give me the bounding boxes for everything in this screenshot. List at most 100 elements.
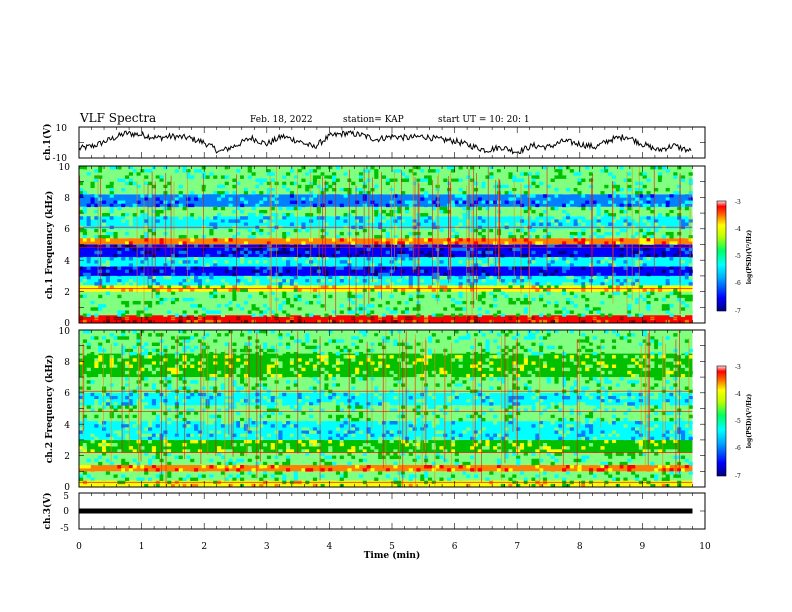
spectrogram-cell (615, 263, 620, 267)
spectrogram-cell (508, 421, 513, 425)
spectrogram-cell (669, 231, 674, 236)
spectrogram-cell (462, 330, 467, 334)
spectrogram-cell (339, 342, 344, 346)
spectrogram-cell (251, 257, 256, 261)
spectrogram-cell (481, 275, 486, 280)
spectrogram-cell (654, 395, 659, 400)
spectrogram-cell (654, 219, 659, 223)
spectrogram-cell (105, 272, 110, 277)
spectrogram-cell (665, 358, 670, 362)
spectrogram-cell (677, 184, 682, 189)
spectrogram-cell (289, 247, 295, 252)
spectrogram-cell (435, 313, 440, 318)
spectrogram-cell (243, 222, 249, 226)
spectrogram-cell (627, 216, 632, 220)
spectrogram-cell (661, 282, 666, 286)
spectrogram-cell (125, 383, 130, 387)
spectrogram-cell (450, 370, 456, 375)
spectrogram-cell (416, 238, 421, 242)
spectrogram-cell (611, 392, 617, 397)
spectrogram-cell (90, 184, 95, 189)
spectrogram-cell (205, 175, 210, 179)
spectrogram-cell (611, 330, 617, 334)
spectrogram-cell (109, 405, 114, 409)
spectrogram-cell (335, 194, 341, 198)
spectrogram-cell (588, 272, 594, 277)
spectrogram-cell (174, 253, 179, 258)
spectrogram-cell (634, 247, 640, 252)
station-label: station= KAP (343, 115, 404, 125)
spectrogram-cell (312, 178, 318, 182)
spectrogram-cell (408, 297, 413, 302)
spectrogram-cell (604, 219, 609, 223)
spectrogram-cell (197, 399, 202, 403)
spectrogram-cell (427, 216, 433, 220)
spectrogram-cell (301, 313, 306, 318)
spectrogram-cell (362, 209, 367, 214)
spectrogram-cell (105, 235, 110, 239)
spectrogram-cell (539, 197, 544, 201)
spectrogram-cell (424, 209, 429, 214)
spectrogram-cell (148, 203, 153, 208)
spectrogram-cell (558, 169, 563, 173)
spectrogram-cell (611, 184, 617, 189)
spectrogram-cell (148, 244, 153, 248)
spectrogram-cell (109, 194, 114, 198)
spectrogram-cell (286, 187, 291, 192)
spectrogram-cell (539, 181, 544, 186)
spectrogram-cell (105, 402, 110, 406)
spectrogram-cell (305, 184, 310, 189)
spectrogram-cell (328, 414, 333, 419)
spectrogram-cell (86, 294, 91, 299)
spectrogram-cell (117, 304, 122, 308)
spectrogram-cell (638, 250, 643, 255)
spectrogram-cell (385, 402, 390, 406)
spectrogram-cell (94, 235, 99, 239)
spectrogram-cell (362, 250, 367, 255)
spectrogram-cell (358, 330, 364, 334)
spectrogram-cell (278, 219, 283, 223)
spectrogram-cell (654, 367, 659, 372)
spectrogram-cell (634, 421, 640, 425)
spectrogram-cell (546, 222, 551, 226)
spectrogram-cell (585, 358, 590, 362)
spectrogram-cell (293, 244, 298, 248)
spectrogram-cell (358, 307, 364, 311)
spectrogram-cell (496, 169, 502, 173)
spectrogram-cell (385, 241, 390, 245)
spectrogram-cell (401, 197, 406, 201)
spectrogram-cell (270, 178, 275, 182)
spectrogram-cell (619, 260, 624, 264)
spectrogram-cell (650, 194, 655, 198)
spectrogram-cell (182, 253, 187, 258)
spectrogram-cell (163, 395, 168, 400)
spectrogram-cell (370, 304, 375, 308)
spectrogram-cell (588, 235, 594, 239)
spectrogram-cell (619, 301, 624, 305)
spectrogram-cell (592, 399, 597, 403)
spectrogram-cell (117, 272, 122, 277)
spectrogram-cell (213, 247, 218, 252)
spectrogram-cell (316, 301, 321, 305)
spectrogram-cell (608, 216, 613, 220)
spectrogram-cell (94, 304, 99, 308)
spectrogram-cell (431, 169, 436, 173)
spectrogram-cell (473, 285, 479, 289)
spectrogram-cell (592, 231, 597, 236)
spectrogram-cell (109, 181, 114, 186)
spectrogram-cell (642, 367, 647, 372)
spectrogram-cell (485, 364, 490, 368)
spectrogram-cell (650, 395, 655, 400)
spectrogram-cell (151, 348, 156, 353)
spectrogram-cell (646, 228, 651, 233)
spectrogram-cell (109, 392, 114, 397)
spectrogram-cell (358, 339, 364, 343)
spectrogram-cell (220, 194, 226, 198)
spectrogram-cell (370, 395, 375, 400)
spectrogram-cell (270, 386, 275, 390)
spectrogram-cell (217, 297, 222, 302)
spectrogram-cell (236, 231, 241, 236)
spectrogram-cell (182, 282, 187, 286)
spectrogram-cell (424, 253, 429, 258)
spectrogram-cell (523, 310, 528, 314)
